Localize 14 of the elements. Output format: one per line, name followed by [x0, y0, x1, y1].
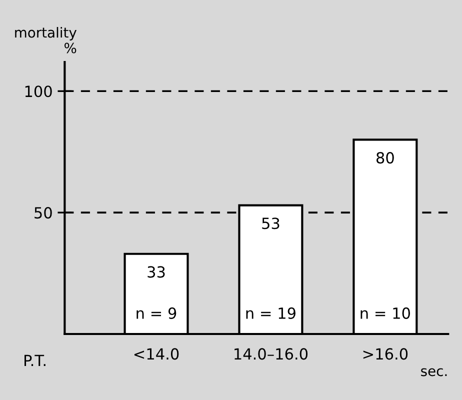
annotation: n = 9: [136, 307, 176, 319]
text: P.T.: [24, 354, 46, 366]
x-tick-label: <14.0: [134, 348, 179, 360]
data-label: 53: [262, 218, 280, 230]
y-tick-label: 100: [25, 86, 52, 98]
annotation: n = 19: [246, 307, 296, 319]
y-tick-label: 50: [34, 207, 52, 219]
y-axis-title: mortality %: [15, 27, 77, 54]
data-label: 33: [148, 266, 165, 278]
x-tick-label: 14.0–16.0: [234, 348, 308, 360]
x-axis-title: sec.: [421, 368, 447, 376]
data-label: 80: [376, 152, 394, 164]
x-tick-label: >16.0: [363, 348, 408, 360]
annotation: n = 10: [360, 307, 410, 319]
